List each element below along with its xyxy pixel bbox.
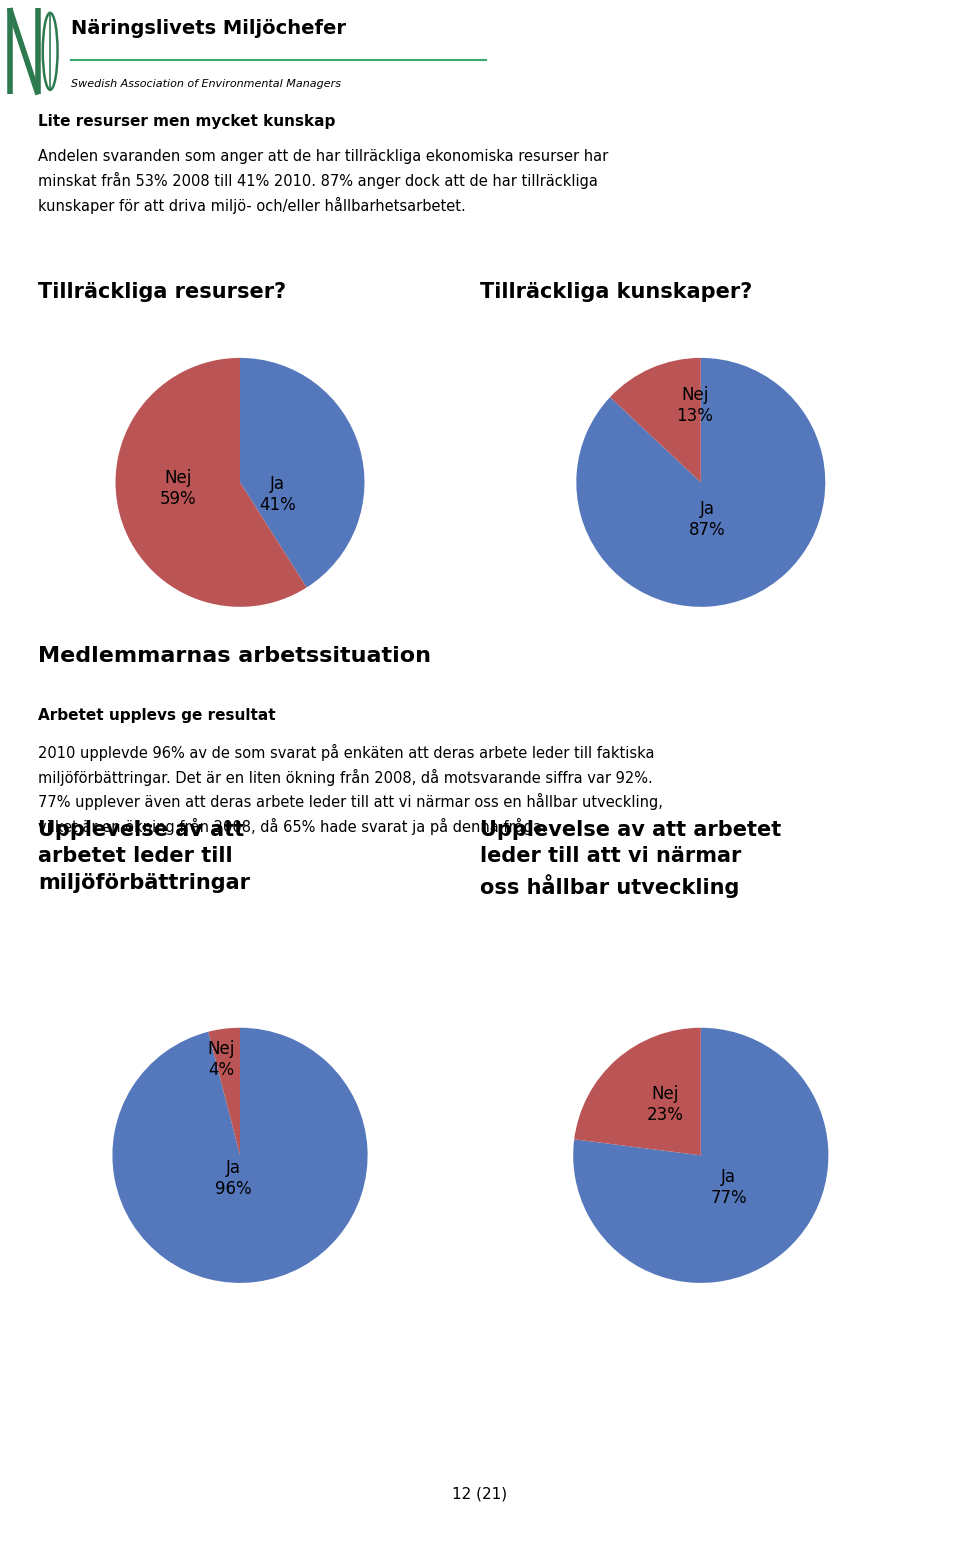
Text: Näringslivets Miljöchefer: Näringslivets Miljöchefer	[71, 19, 347, 39]
Text: Ja
87%: Ja 87%	[688, 501, 726, 538]
Wedge shape	[112, 1029, 368, 1282]
Text: Ja
41%: Ja 41%	[259, 476, 296, 513]
Text: Nej
59%: Nej 59%	[159, 470, 196, 507]
Text: Nej
13%: Nej 13%	[676, 386, 713, 425]
Wedge shape	[574, 1029, 701, 1155]
Text: Ja
96%: Ja 96%	[215, 1159, 252, 1198]
Wedge shape	[610, 358, 701, 482]
Text: Nej
23%: Nej 23%	[647, 1085, 684, 1123]
Text: Lite resurser men mycket kunskap: Lite resurser men mycket kunskap	[38, 114, 336, 129]
Wedge shape	[115, 358, 306, 607]
Text: Tillräckliga kunskaper?: Tillräckliga kunskaper?	[480, 282, 753, 302]
Text: Upplevelse av att arbetet
leder till att vi närmar
oss hållbar utveckling: Upplevelse av att arbetet leder till att…	[480, 820, 781, 898]
Text: Swedish Association of Environmental Managers: Swedish Association of Environmental Man…	[71, 79, 342, 89]
Text: 2010 upplevde 96% av de som svarat på enkäten att deras arbete leder till faktis: 2010 upplevde 96% av de som svarat på en…	[38, 744, 663, 836]
Text: Ja
77%: Ja 77%	[710, 1169, 747, 1206]
Wedge shape	[576, 358, 826, 607]
Wedge shape	[573, 1029, 828, 1282]
Text: Andelen svaranden som anger att de har tillräckliga ekonomiska resurser har
mins: Andelen svaranden som anger att de har t…	[38, 149, 609, 213]
Text: Arbetet upplevs ge resultat: Arbetet upplevs ge resultat	[38, 708, 276, 724]
Text: Medlemmarnas arbetssituation: Medlemmarnas arbetssituation	[38, 646, 431, 666]
Text: Nej
4%: Nej 4%	[207, 1041, 234, 1078]
Text: Tillräckliga resurser?: Tillräckliga resurser?	[38, 282, 286, 302]
Text: Upplevelse av att
arbetet leder till
miljöförbättringar: Upplevelse av att arbetet leder till mil…	[38, 820, 251, 893]
Text: 12 (21): 12 (21)	[452, 1486, 508, 1502]
Wedge shape	[240, 358, 365, 588]
Wedge shape	[208, 1029, 240, 1155]
